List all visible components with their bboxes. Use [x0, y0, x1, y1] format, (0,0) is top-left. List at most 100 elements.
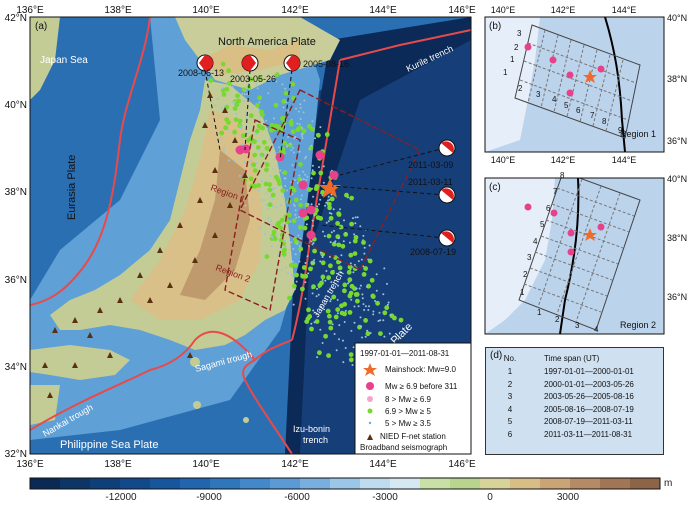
quake-tiny — [340, 254, 343, 257]
quake-tiny — [222, 151, 225, 154]
lon-tick: 138°E — [104, 5, 132, 16]
quake-tiny — [347, 282, 349, 285]
quake-small — [327, 205, 332, 211]
quake-small — [226, 68, 232, 74]
quake-tiny — [352, 217, 354, 220]
station-triangle-icon — [177, 222, 183, 228]
cell-no: 2 — [507, 379, 513, 389]
lat-tick: 40°N — [5, 100, 27, 111]
quake-small — [378, 331, 383, 336]
table-row: 5 2008-07-19—2011-03-11 — [486, 416, 663, 429]
quake-small — [291, 283, 297, 289]
quake-tiny — [342, 361, 345, 364]
quake-tiny — [269, 174, 272, 177]
quake-small — [308, 266, 313, 272]
quake-tiny — [319, 251, 322, 254]
quake-small — [270, 192, 276, 198]
quake-tiny — [327, 220, 330, 223]
quake-large — [329, 170, 339, 180]
table-row: 4 2005-08-16—2008-07-19 — [486, 404, 663, 417]
quake-small — [348, 252, 354, 258]
quake-small — [323, 333, 328, 339]
quake-small — [336, 242, 342, 248]
quake-tiny — [344, 232, 347, 234]
quake-tiny — [301, 135, 304, 137]
quake-tiny — [342, 339, 344, 342]
quake-tiny — [315, 313, 318, 316]
quake-tiny — [231, 86, 234, 88]
table-header-no: No. — [503, 354, 517, 363]
quake-tiny — [258, 108, 260, 111]
quake-tiny — [352, 271, 355, 274]
quake-small — [346, 269, 352, 275]
station-triangle-icon — [192, 257, 198, 263]
inset-c-lat-tick: 38°N — [667, 233, 687, 243]
quake-small — [279, 217, 285, 223]
quake-small — [320, 189, 326, 195]
quake-tiny — [321, 256, 324, 258]
quake-tiny — [335, 349, 338, 352]
quake-tiny — [265, 119, 268, 122]
quake-tiny — [353, 305, 356, 308]
quake-tiny — [251, 107, 254, 110]
quake-tiny — [329, 241, 332, 244]
quake-tiny — [372, 313, 375, 316]
quake-tiny — [358, 287, 361, 290]
quake-tiny — [286, 271, 289, 274]
quake-tiny — [310, 177, 313, 180]
quake-tiny — [227, 159, 230, 162]
izu-island — [190, 357, 200, 367]
quake-tiny — [319, 260, 322, 263]
grid-number: 8 — [602, 117, 607, 126]
quake-tiny — [354, 216, 357, 219]
quake-tiny — [297, 234, 300, 237]
grid-number: 2 — [555, 315, 560, 324]
inset-c-trench — [559, 178, 580, 334]
quake-tiny — [290, 149, 293, 152]
quake-tiny — [270, 245, 273, 248]
quake-small — [353, 235, 359, 240]
quake-tiny — [368, 244, 371, 247]
quake-tiny — [304, 173, 307, 176]
quake-tiny — [311, 292, 314, 295]
quake-tiny — [361, 293, 364, 296]
label-north-america-plate: North America Plate — [218, 36, 316, 48]
inset-b-map — [485, 17, 664, 152]
quake-tiny — [310, 322, 313, 325]
lat-tick: 32°N — [5, 449, 27, 460]
quake-small — [288, 119, 294, 125]
table-row: 1 1997-01-01—2000-01-01 — [486, 366, 663, 379]
quake-small — [300, 273, 305, 279]
quake-tiny — [269, 196, 272, 199]
lon-tick: 140°E — [192, 459, 220, 470]
quake-tiny — [311, 120, 314, 123]
quake-small — [252, 168, 258, 174]
quake-tiny — [328, 255, 331, 258]
quake-tiny — [299, 103, 302, 106]
lat-tick: 38°N — [5, 187, 27, 198]
quake-tiny — [251, 198, 254, 201]
quake-tiny — [279, 169, 282, 172]
quake-small — [275, 222, 281, 228]
quake-tiny — [362, 303, 365, 306]
quake-small — [325, 308, 331, 314]
quake-small — [277, 181, 282, 187]
quake-tiny — [246, 170, 249, 173]
quake-small — [326, 233, 332, 239]
quake-tiny — [304, 281, 307, 284]
quake-tiny — [227, 129, 230, 131]
quake-small — [311, 170, 316, 176]
quake-tiny — [321, 254, 324, 257]
quake-tiny — [280, 268, 283, 271]
colorbar-segment — [510, 478, 541, 489]
quake-small — [318, 170, 324, 176]
quake-small — [326, 275, 331, 281]
legend-mid-icon — [367, 396, 373, 402]
quake-small — [363, 266, 368, 271]
quake-tiny — [308, 148, 311, 151]
lon-tick: 144°E — [369, 459, 397, 470]
quake-small — [344, 192, 349, 198]
quake-small — [369, 277, 375, 283]
quake-tiny — [333, 241, 336, 244]
quake-tiny — [298, 150, 301, 153]
